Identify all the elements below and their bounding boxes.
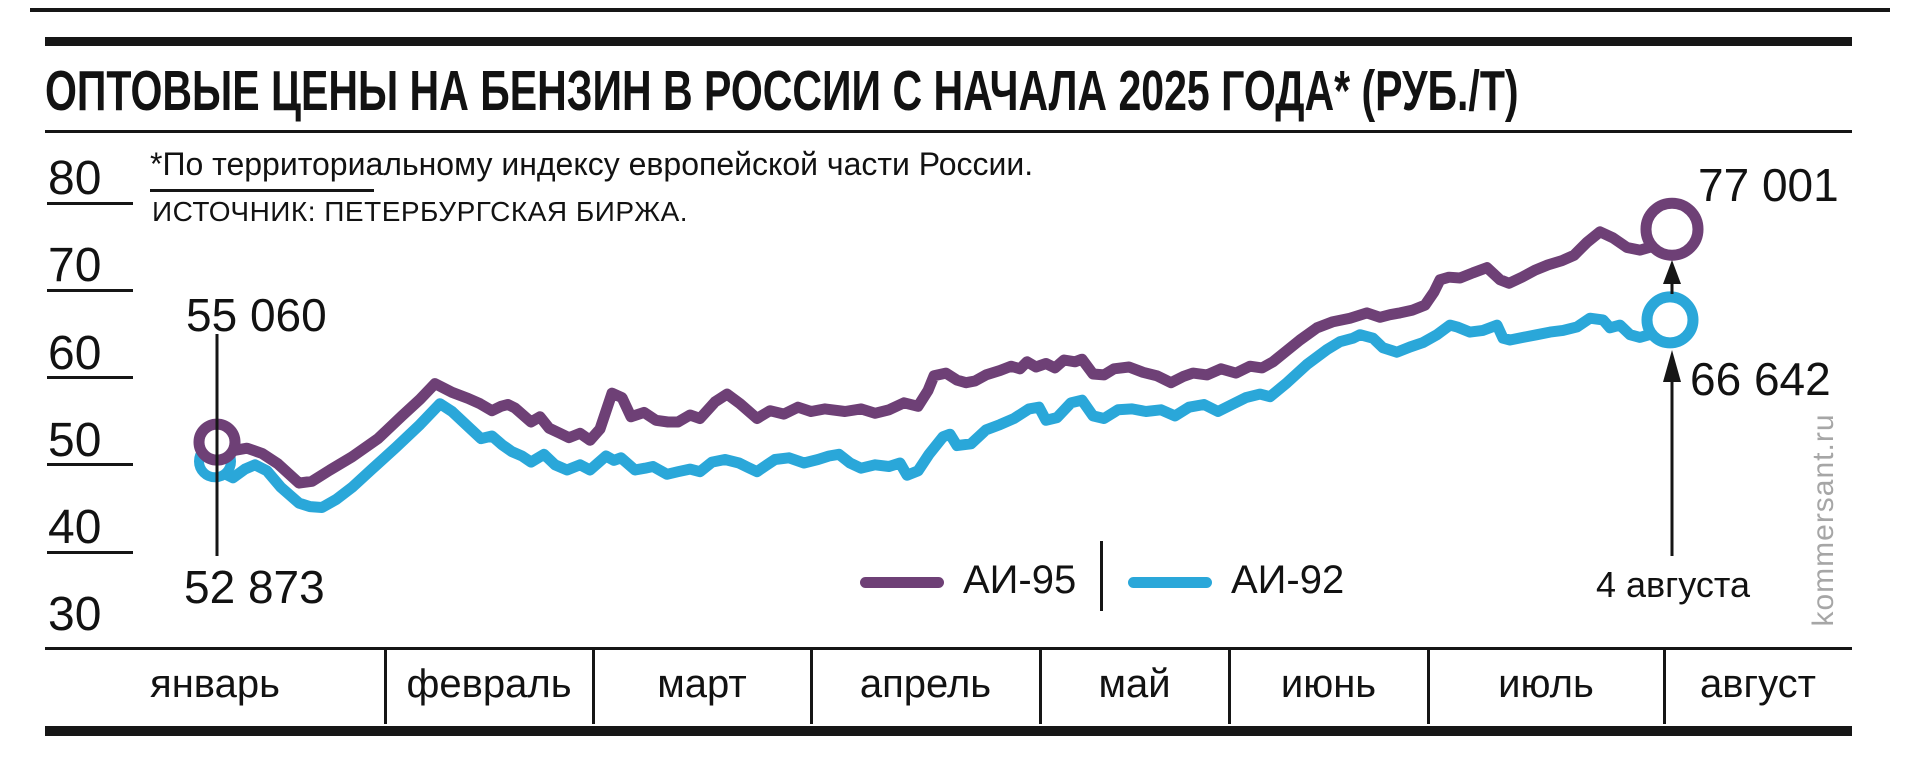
legend-divider <box>1100 541 1103 611</box>
month-divider-5 <box>1228 647 1231 724</box>
end-value-ai95: 77 001 <box>1698 159 1839 211</box>
top-hairline-rule <box>30 8 1890 12</box>
month-label-4: апрель <box>859 662 992 706</box>
month-divider-6 <box>1427 647 1430 724</box>
y-tick-line-70 <box>47 288 133 292</box>
arrow-between-markers-head <box>1663 260 1681 284</box>
month-label-2: февраль <box>406 662 572 706</box>
y-tick-label-40: 40 <box>48 501 102 554</box>
month-divider-3 <box>810 647 813 724</box>
month-label-1: январь <box>150 662 280 706</box>
footnote-underline <box>150 189 374 192</box>
end-value-ai92: 66 642 <box>1690 353 1831 405</box>
end-marker-ai92 <box>1641 291 1699 349</box>
footnote-text: *По территориальному индексу европейской… <box>150 146 1034 182</box>
month-label-5: май <box>1098 662 1171 706</box>
y-tick-label-70: 70 <box>48 239 102 293</box>
y-tick-line-40 <box>47 550 133 554</box>
month-label-8: август <box>1700 662 1816 706</box>
legend-swatch-ai92 <box>1128 577 1212 588</box>
series-line-ai92 <box>209 312 1676 513</box>
month-divider-2 <box>592 647 595 724</box>
month-label-7: июль <box>1498 662 1594 706</box>
watermark: kommersant.ru <box>1807 413 1840 627</box>
y-tick-label-60: 60 <box>48 326 102 380</box>
month-divider-7 <box>1663 647 1666 724</box>
legend-label-ai95: АИ-95 <box>963 558 1077 602</box>
date-arrow-head <box>1663 350 1681 382</box>
source-text: ИСТОЧНИК: ПЕТЕРБУРГСКАЯ БИРЖА. <box>152 196 689 227</box>
legend-label-ai92: АИ-92 <box>1231 558 1345 602</box>
start-value-ai95: 55 060 <box>186 289 327 341</box>
month-label-6: июнь <box>1280 662 1377 706</box>
month-label-3: март <box>657 662 747 706</box>
y-tick-line-60 <box>47 376 133 379</box>
chart-title: ОПТОВЫЕ ЦЕНЫ НА БЕНЗИН В РОССИИ С НАЧАЛА… <box>45 59 1519 123</box>
month-band-top-rule <box>45 647 1852 650</box>
y-tick-label-50: 50 <box>48 413 102 467</box>
legend-swatch-ai95 <box>860 577 944 588</box>
series-line-ai95 <box>211 223 1678 489</box>
title-top-rule <box>45 37 1852 46</box>
y-tick-label-30: 30 <box>48 588 102 642</box>
y-tick-label-80: 80 <box>48 152 102 205</box>
y-tick-line-50 <box>47 463 133 467</box>
start-value-ai92: 52 873 <box>184 561 325 613</box>
y-tick-line-80 <box>47 201 133 205</box>
bottom-thick-rule <box>45 726 1852 736</box>
title-bottom-rule <box>45 130 1852 133</box>
end-marker-ai95 <box>1640 197 1704 261</box>
month-divider-1 <box>384 647 387 724</box>
end-date-label: 4 августа <box>1595 564 1750 605</box>
month-divider-4 <box>1039 647 1042 724</box>
